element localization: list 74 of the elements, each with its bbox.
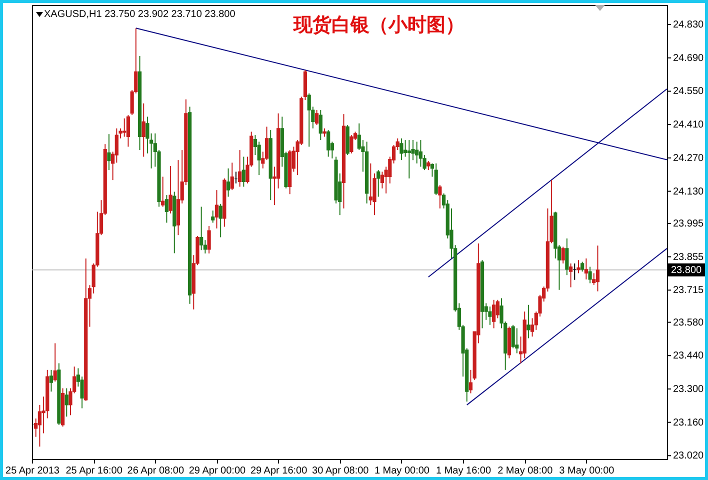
candlestick (561, 246, 565, 264)
candlestick (568, 262, 573, 288)
candlestick (314, 110, 319, 126)
candlestick (107, 134, 111, 171)
y-tick-label: 24.410 (673, 120, 704, 131)
candlestick (400, 138, 404, 161)
text: 现货白银（小时图） (292, 14, 464, 36)
y-tick-label: 23.995 (673, 218, 704, 230)
y-tick-label: 23.020 (673, 450, 704, 462)
candlestick (122, 118, 126, 138)
candlestick (53, 342, 57, 382)
candlestick (407, 140, 411, 179)
candlestick (307, 92, 311, 148)
candlestick (596, 245, 600, 292)
x-tick-label: 25 Apr 2013 (6, 466, 60, 476)
candlestick (511, 324, 515, 349)
candlestick (218, 203, 222, 238)
candlestick (438, 184, 442, 209)
y-tick-label: 23.580 (673, 317, 704, 328)
candlestick (238, 150, 242, 188)
candlestick (434, 162, 438, 196)
candlestick (418, 140, 422, 168)
candlestick (49, 369, 54, 392)
candlestick (426, 160, 430, 171)
x-tick-label: 1 May 16:00 (436, 466, 492, 476)
y-tick-label: 24.550 (673, 86, 704, 98)
x-tick-label: 26 Apr 08:00 (127, 466, 184, 476)
x-tick-label: 25 Apr 16:00 (66, 466, 123, 476)
ref-line-label: 23.800 (671, 264, 702, 276)
candlestick (584, 258, 588, 280)
x-tick-label: 2 May 08:00 (498, 466, 554, 476)
annotation: XAGUSD,H1 23.750 23.902 23.710 23.800 (44, 9, 236, 20)
candlestick (488, 306, 492, 326)
candlestick (468, 369, 473, 394)
candlestick (326, 130, 330, 158)
candlestick (526, 304, 530, 339)
candlestick (168, 166, 172, 214)
candlestick (164, 194, 168, 224)
y-tick-label: 23.715 (673, 285, 704, 296)
y-tick-label: 24.270 (673, 152, 704, 164)
candlestick (242, 156, 246, 188)
y-tick-label: 23.440 (673, 350, 704, 362)
candlestick (64, 388, 68, 418)
candlestick (211, 210, 215, 224)
y-tick-label: 23.160 (673, 417, 704, 428)
candlestick (230, 162, 234, 191)
candlestick (350, 134, 354, 154)
y-tick-label: 24.830 (673, 20, 704, 31)
x-tick-label: 29 Apr 00:00 (188, 466, 246, 476)
candlestick (142, 102, 146, 158)
candlestick (580, 261, 584, 272)
y-tick-label: 23.300 (673, 384, 704, 395)
candlestick (318, 110, 322, 141)
candlestick (565, 238, 569, 276)
candlestick (226, 168, 230, 198)
y-tick-label: 23.855 (673, 252, 704, 263)
candlestick (161, 176, 165, 208)
candlestick (214, 190, 219, 229)
candlestick (376, 170, 380, 198)
x-tick-label: 30 Apr 08:00 (312, 466, 370, 476)
candlestick (368, 162, 372, 206)
candlestick (492, 299, 496, 329)
candlestick (200, 206, 204, 251)
candlestick (415, 141, 419, 164)
candlestick (576, 260, 580, 274)
x-tick-label: 3 May 00:00 (559, 466, 615, 476)
y-tick-label: 24.690 (673, 52, 704, 64)
x-tick-label: 29 Apr 16:00 (250, 466, 308, 476)
candlestick (515, 328, 519, 354)
candlestick (126, 114, 130, 148)
x-tick-label: 1 May 00:00 (374, 466, 430, 476)
candlestick (207, 226, 211, 254)
y-tick-label: 24.130 (673, 186, 704, 198)
candlestick (588, 266, 592, 284)
